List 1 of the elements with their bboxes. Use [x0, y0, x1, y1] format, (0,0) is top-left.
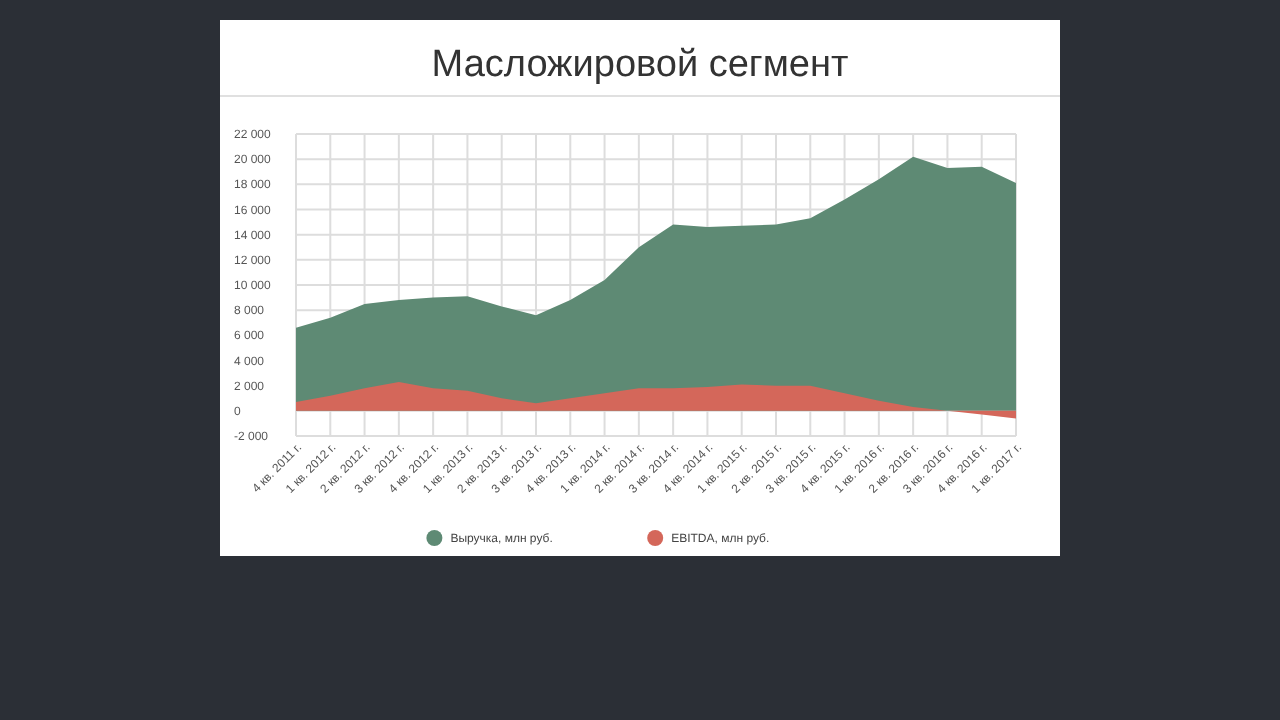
chart-title: Масложировой сегмент: [431, 44, 849, 86]
